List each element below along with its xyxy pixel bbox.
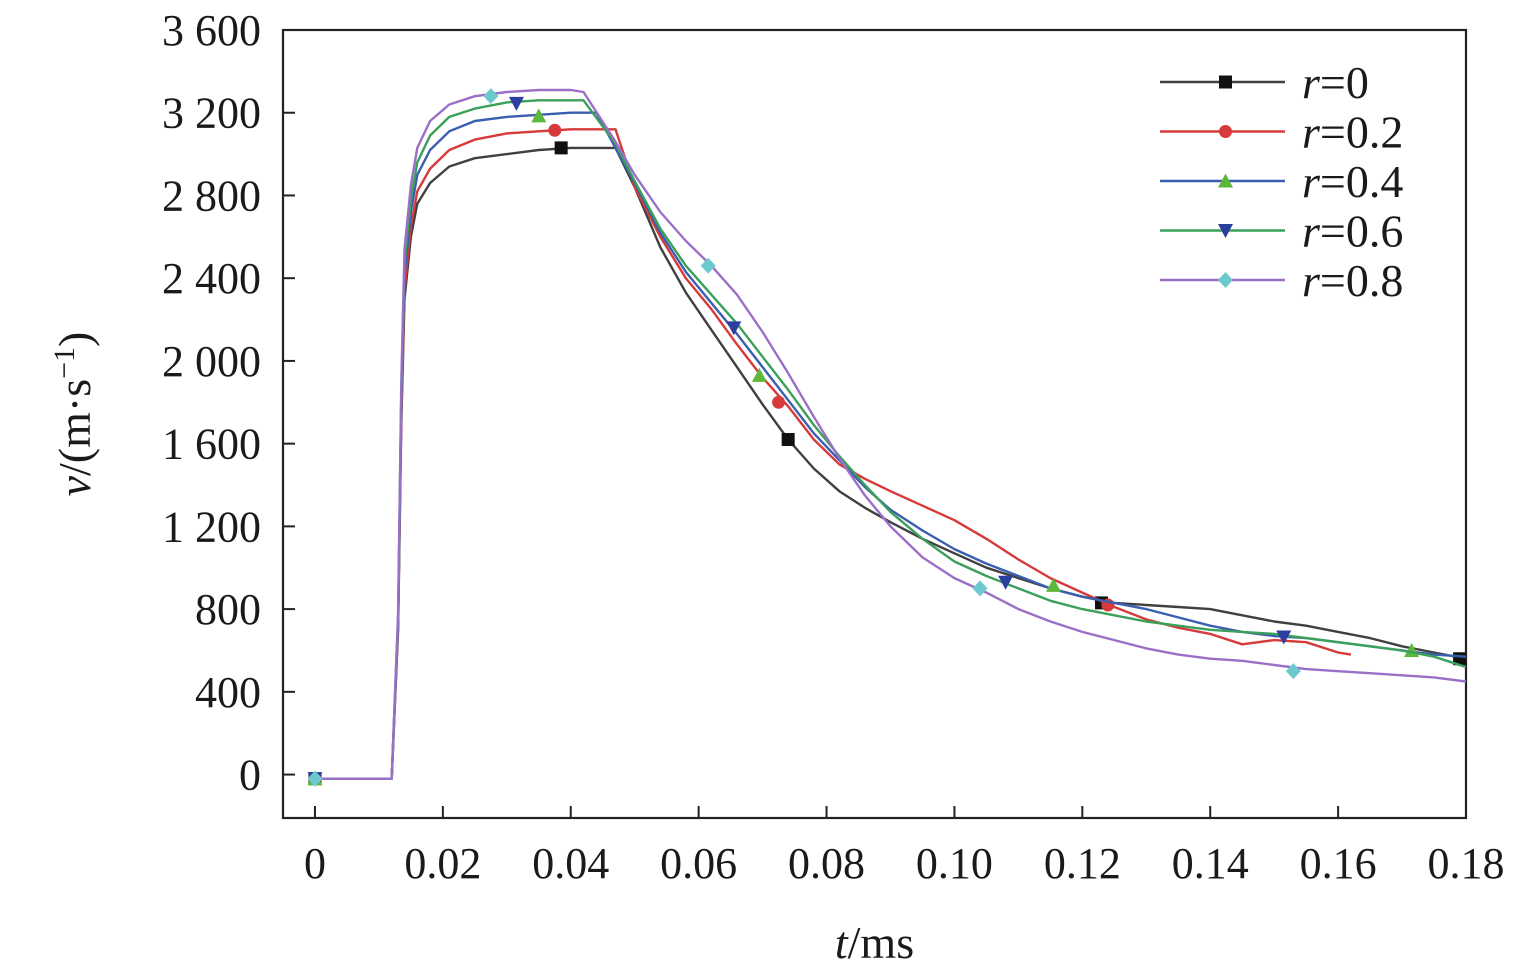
legend-marker-r=0.8 [1218, 272, 1233, 288]
series-marker-r=0.8 [307, 770, 323, 787]
x-tick-label: 0.18 [1428, 839, 1505, 888]
series-marker-r=0.6 [998, 575, 1014, 590]
series-layer [307, 88, 1466, 787]
legend-label-value: =0.6 [1320, 206, 1403, 257]
x-tick-label: 0.16 [1300, 839, 1377, 888]
series-marker-r=0.2 [772, 395, 786, 409]
y-tick-label: 3 600 [162, 6, 261, 55]
series-marker-r=0.4 [751, 367, 767, 382]
x-axis-label-unit: /ms [848, 917, 914, 968]
y-axis-label-unit: /(m·s [49, 379, 100, 476]
series-line-r=0.6 [315, 99, 1466, 780]
y-tick-label: 800 [195, 585, 261, 634]
y-tick-label: 1 600 [162, 420, 261, 469]
series-marker-r=0 [554, 141, 568, 155]
series-marker-r=0.8 [1285, 663, 1301, 680]
series-marker-r=0.8 [972, 580, 988, 597]
series-marker-r=0.6 [726, 321, 742, 336]
legend-label-r=0.8: r=0.8 [1302, 255, 1403, 306]
x-tick-label: 0 [304, 839, 326, 888]
x-axis-label-var: t [835, 917, 849, 968]
y-axis-label: v/(m·s−1) [48, 332, 100, 497]
y-tick-label: 2 800 [162, 171, 261, 220]
series-marker-r=0.4 [1046, 577, 1062, 592]
legend-label-value: =0.2 [1320, 107, 1403, 158]
x-tick-label: 0.04 [532, 839, 609, 888]
x-tick-label: 0.06 [660, 839, 737, 888]
series-marker-r=0 [781, 433, 795, 447]
legend-label-r=0.6: r=0.6 [1302, 206, 1403, 257]
legend-label-var: r [1302, 57, 1321, 108]
legend-label-r=0.2: r=0.2 [1302, 107, 1403, 158]
series-line-r=0 [315, 146, 1466, 780]
legend-label-value: =0.8 [1320, 255, 1403, 306]
y-tick-label: 3 200 [162, 89, 261, 138]
legend-label-value: =0 [1320, 57, 1369, 108]
y-tick-label: 0 [239, 751, 261, 800]
legend-label-var: r [1302, 206, 1321, 257]
legend-label-value: =0.4 [1320, 156, 1403, 207]
series-marker-r=0.4 [531, 108, 547, 123]
axes-layer: 0 400 800 1 200 1 600 2 000 2 400 2 800 3 200 3 6… [48, 6, 1505, 968]
legend-marker-r=0 [1219, 75, 1232, 89]
series-marker-r=0.6 [1276, 630, 1292, 645]
series-marker-r=0.8 [483, 88, 499, 105]
plot-area [281, 28, 1468, 820]
legend-label-r=0.4: r=0.4 [1302, 156, 1403, 207]
series-marker-r=0.6 [508, 96, 524, 111]
series-marker-r=0.2 [548, 123, 562, 137]
legend-label-var: r [1302, 156, 1321, 207]
legend-label-var: r [1302, 107, 1321, 158]
x-axis-label: t/ms [835, 917, 914, 968]
legend-marker-r=0.6 [1218, 224, 1233, 238]
series-line-r=0.8 [315, 88, 1466, 780]
legend-label-r=0: r=0 [1302, 57, 1369, 108]
y-tick-label: 2 000 [162, 337, 261, 386]
x-tick-label: 0.08 [788, 839, 865, 888]
y-axis-label-var: v [49, 475, 100, 496]
series-marker-r=0.8 [700, 257, 716, 274]
x-tick-label: 0.10 [916, 839, 993, 888]
y-tick-label: 2 400 [162, 254, 261, 303]
y-tick-label: 400 [195, 668, 261, 717]
legend-label-var: r [1302, 255, 1321, 306]
x-tick-label: 0.02 [404, 839, 481, 888]
x-tick-label: 0.12 [1044, 839, 1121, 888]
x-tick-label: 0.14 [1172, 839, 1249, 888]
plot-frame [281, 28, 1468, 820]
legend-marker-r=0.2 [1219, 125, 1232, 138]
y-tick-label: 1 200 [162, 502, 261, 551]
y-axis-label-suffix: ) [49, 332, 100, 347]
legend-marker-r=0.4 [1218, 173, 1233, 188]
y-axis-label-exponent: −1 [48, 347, 81, 379]
legend: r=0r=0.2r=0.4r=0.6r=0.8 [1160, 57, 1403, 306]
